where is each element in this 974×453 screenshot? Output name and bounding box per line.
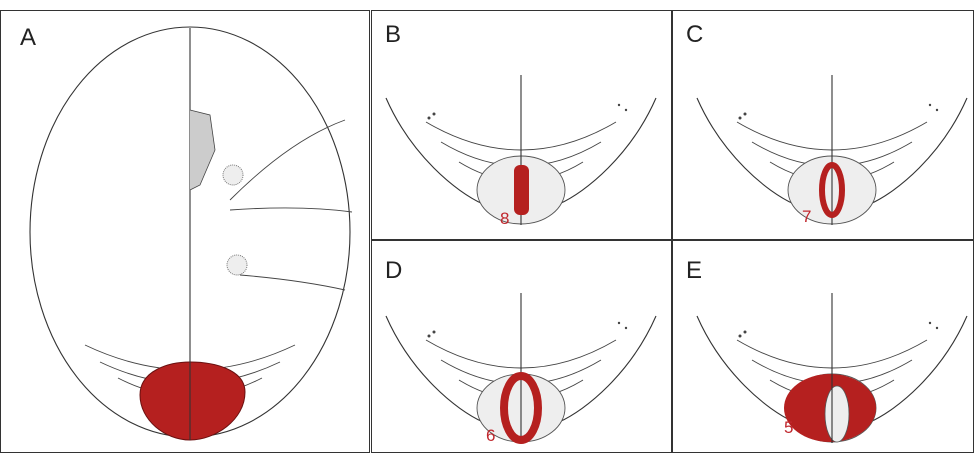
structure-number: 6 [486,426,495,445]
specimen-b [386,75,656,225]
specimen-d [386,293,656,443]
panel-label: B [385,21,401,48]
figure: A B C D E 8 7 6 5 [0,0,974,453]
panel-label: D [385,257,402,284]
panel-label: A [20,24,36,51]
structure-number: 8 [500,209,509,228]
structure-number: 5 [784,418,793,437]
specimen-a [30,27,352,440]
panel-label: E [686,257,702,284]
panel-label: C [686,21,703,48]
specimen-c [697,75,967,225]
specimen-e [697,293,967,443]
structure-number: 7 [802,207,811,226]
